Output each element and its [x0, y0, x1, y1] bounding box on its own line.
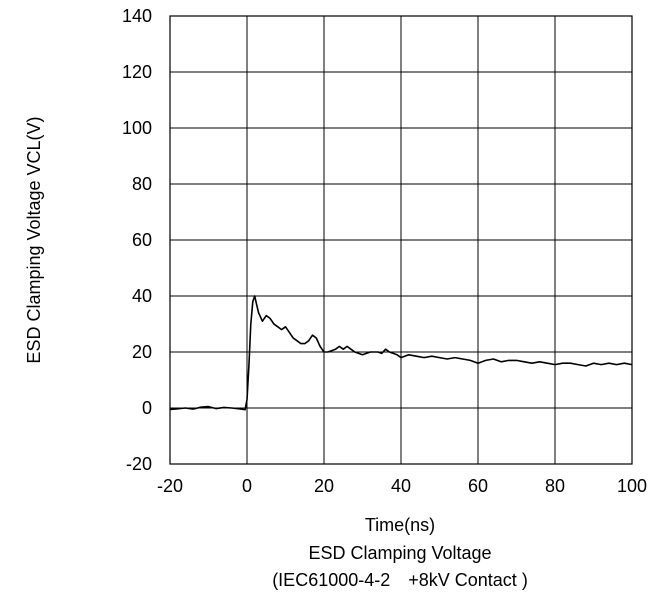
y-tick-label: 0 — [142, 398, 152, 418]
x-tick-label: 100 — [617, 476, 647, 496]
y-tick-label: 140 — [122, 6, 152, 26]
y-axis-label: ESD Clamping Voltage VCL(V) — [24, 116, 44, 363]
y-tick-label: 40 — [132, 286, 152, 306]
x-tick-label: 20 — [314, 476, 334, 496]
y-tick-label: 120 — [122, 62, 152, 82]
x-tick-label: 0 — [242, 476, 252, 496]
x-tick-label: 60 — [468, 476, 488, 496]
x-tick-label: -20 — [157, 476, 183, 496]
x-axis-label: Time(ns) — [364, 515, 436, 535]
chart-title: ESD Clamping Voltage — [308, 543, 492, 563]
x-tick-label: 40 — [391, 476, 411, 496]
chart-subtitle: (IEC61000-4-2 +8kV Contact ) — [272, 570, 528, 590]
series-group — [169, 295, 633, 411]
y-tick-label: 60 — [132, 230, 152, 250]
grid — [169, 15, 633, 465]
tick-labels: -20 0 20 40 60 80 100 140 120 100 80 60 40 20 0 -20 — [122, 6, 647, 496]
x-tick-label: 80 — [545, 476, 565, 496]
series-line-0 — [169, 295, 633, 411]
y-tick-label: 80 — [132, 174, 152, 194]
y-tick-label: -20 — [126, 454, 152, 474]
y-tick-label: 100 — [122, 118, 152, 138]
plot-frame — [169, 15, 633, 465]
y-tick-label: 20 — [132, 342, 152, 362]
